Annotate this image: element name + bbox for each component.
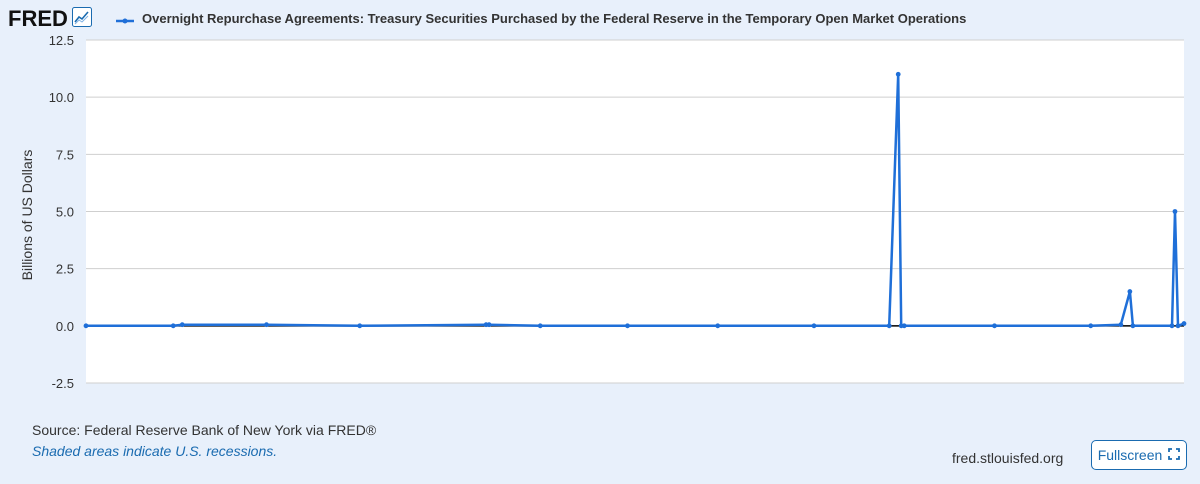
trend-line-icon: [71, 6, 92, 32]
data-point: [895, 71, 901, 77]
legend-swatch: [116, 13, 134, 24]
y-tick-label: 7.5: [56, 147, 74, 162]
fred-logo-text: FRED: [8, 6, 68, 31]
line-chart: 12.510.07.55.02.50.0-2.5 2024-112024-122…: [19, 33, 1187, 390]
series-line: [86, 73, 1185, 328]
data-point: [179, 322, 185, 328]
source-note: Source: Federal Reserve Bank of New York…: [32, 422, 377, 438]
data-point: [1181, 321, 1187, 326]
y-tick-label: 2.5: [56, 262, 74, 277]
legend-series-label: Overnight Repurchase Agreements: Treasur…: [142, 10, 967, 26]
site-link[interactable]: fred.stlouisfed.org: [952, 450, 1064, 466]
data-point: [1172, 209, 1178, 214]
y-tick-label: -2.5: [52, 376, 74, 390]
data-point: [1130, 323, 1136, 329]
data-point: [1169, 323, 1175, 329]
expand-icon: [1168, 447, 1181, 463]
data-point: [811, 323, 817, 329]
y-tick-label: 5.0: [56, 205, 74, 220]
data-point: [715, 323, 721, 329]
recession-note: Shaded areas indicate U.S. recessions.: [32, 443, 278, 459]
data-point: [625, 323, 630, 329]
data-point: [264, 322, 269, 328]
y-tick-label: 10.0: [49, 90, 74, 105]
fullscreen-button[interactable]: Fullscreen: [1091, 440, 1187, 470]
data-point: [83, 323, 89, 329]
data-point: [1127, 289, 1133, 294]
data-point: [992, 323, 997, 329]
fred-logo[interactable]: FRED: [8, 6, 92, 32]
data-point: [1118, 322, 1124, 328]
data-point: [486, 322, 492, 328]
data-point: [537, 323, 543, 329]
chart-legend: Overnight Repurchase Agreements: Treasur…: [116, 8, 966, 28]
y-tick-label: 12.5: [49, 33, 74, 48]
fullscreen-label: Fullscreen: [1097, 447, 1163, 463]
data-point: [357, 323, 363, 329]
y-axis-label: Billions of US Dollars: [19, 150, 35, 281]
data-point: [901, 323, 907, 329]
y-tick-label: 0.0: [56, 319, 74, 334]
chart-area: 12.510.07.55.02.50.0-2.5 2024-112024-122…: [0, 30, 1200, 390]
data-point: [886, 323, 892, 329]
data-point: [1088, 323, 1094, 329]
data-point: [170, 323, 176, 329]
data-point: [1175, 323, 1181, 329]
